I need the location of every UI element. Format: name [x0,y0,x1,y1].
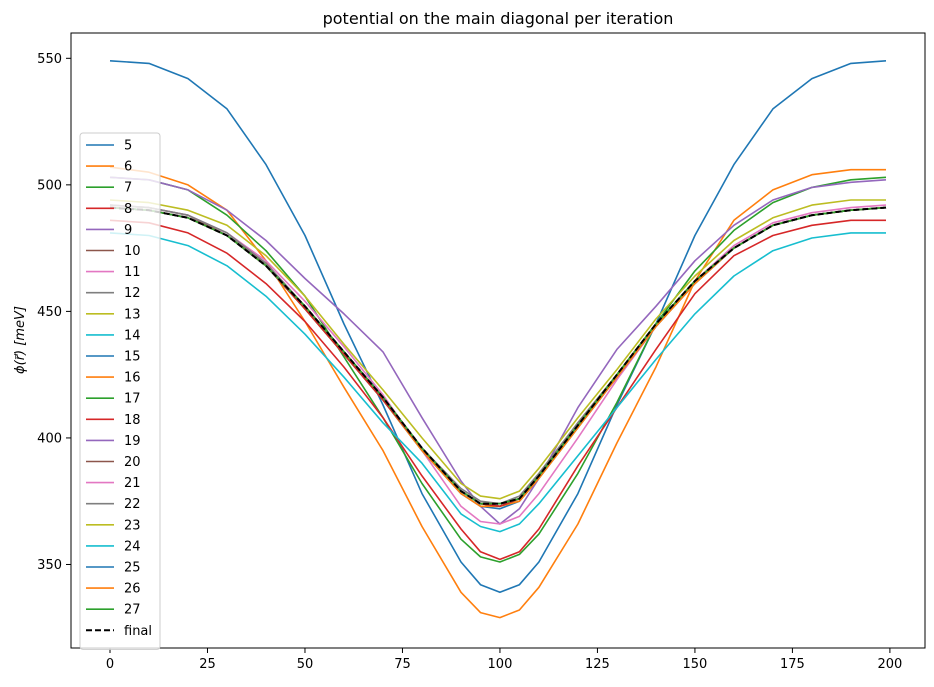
series-line-final [109,206,887,505]
legend-label: 9 [124,223,132,238]
chart-title: potential on the main diagonal per itera… [323,9,674,28]
x-tick-label: 200 [877,657,902,672]
legend-label: 10 [124,244,141,259]
x-tick-label: 0 [106,657,114,672]
legend-label: 25 [124,561,141,576]
legend-label: 26 [124,582,141,597]
x-tick-label: 50 [297,657,314,672]
plot-frame [70,32,926,649]
legend-label: 17 [124,392,141,407]
legend-label: 20 [124,455,141,470]
y-tick-label: 550 [37,52,62,67]
legend-box [79,132,161,650]
series-layer [109,60,887,619]
x-tick-label: 175 [780,657,805,672]
legend: 5 6 7 8 9 10 11 12 13 14 15 16 17 18 19 20 21 22 23 24 25 26 2… [79,132,161,650]
y-tick-label: 350 [37,558,62,573]
legend-label: 13 [124,307,141,322]
legend-label: 6 [124,160,132,175]
y-axis-label: ϕ(r⃗) [meV] [13,306,28,374]
series-line-10 [109,204,887,508]
legend-label: 11 [124,265,141,280]
series-line-12 [109,204,887,505]
legend-label: 18 [124,413,141,428]
x-tick-label: 25 [199,657,216,672]
y-tick-label: 450 [37,305,62,320]
legend-label: 23 [124,518,141,533]
legend-label: 8 [124,202,132,217]
series-line-6 [109,166,886,619]
series-line-14 [109,232,886,533]
legend-label: 5 [124,139,132,154]
series-line-13 [109,199,886,500]
legend-label: 21 [124,476,141,491]
y-tick-label: 500 [37,178,62,193]
legend-label: 15 [124,350,141,365]
legend-label: 7 [124,181,132,196]
y-tick-label: 400 [37,431,62,446]
series-line-7 [109,176,887,563]
x-tick-label: 150 [683,657,708,672]
series-line-5 [109,60,887,594]
legend-label: final [124,624,152,639]
x-tick-label: 100 [488,657,513,672]
series-line-11 [109,204,887,525]
series-line-8 [109,219,886,561]
legend-label: 16 [124,371,141,386]
legend-label: 24 [124,539,141,554]
series-line-9 [109,176,887,525]
legend-label: 14 [124,328,141,343]
x-tick-label: 125 [585,657,610,672]
legend-label: 12 [124,286,141,301]
legend-label: 27 [124,603,141,618]
x-axis: 0 25 50 75 100 125 150 175 200 [106,648,902,672]
x-tick-label: 75 [394,657,411,672]
legend-label: 19 [124,434,141,449]
legend-label: 22 [124,497,141,512]
y-axis: 350 400 450 500 550 [37,52,71,573]
